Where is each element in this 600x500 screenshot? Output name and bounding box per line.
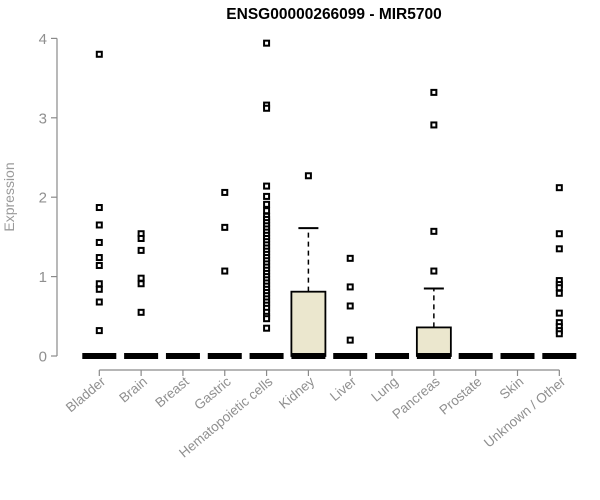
outlier-point-unknown-other [555,289,563,297]
x-axis-label-bladder: Bladder [63,373,109,415]
outlier-point-kidney [304,172,312,180]
outlier-point-hematopoietic-cells [263,192,271,200]
outlier-point-pancreas [430,88,438,96]
median-bar-liver [333,353,368,359]
y-tick-label-0: 0 [39,349,47,366]
outlier-point-bladder [95,221,103,229]
median-bar-hematopoietic-cells [249,353,284,359]
outlier-point-unknown-other [555,184,563,192]
outlier-point-pancreas [430,121,438,129]
outlier-point-hematopoietic-cells [263,182,271,190]
outlier-point-unknown-other [555,245,563,253]
outlier-point-bladder [95,204,103,212]
outlier-point-brain [137,246,145,254]
y-tick-label-1: 1 [39,269,47,286]
outlier-point-brain [137,308,145,316]
outlier-point-pancreas [430,227,438,235]
median-bar-pancreas [416,353,451,359]
outlier-point-hematopoietic-cells [263,207,271,215]
outlier-point-brain [137,234,145,242]
outlier-point-liver [346,336,354,344]
outlier-point-liver [346,302,354,310]
y-tick-label-2: 2 [39,190,47,207]
median-bar-breast [165,353,200,359]
median-bar-unknown-other [542,353,577,359]
median-bar-prostate [458,353,493,359]
outlier-point-hematopoietic-cells [263,104,271,112]
outlier-point-bladder [95,50,103,58]
box-kidney [290,290,327,357]
outlier-point-bladder [95,254,103,262]
outlier-point-unknown-other [555,330,563,338]
median-bar-lung [375,353,410,359]
outlier-point-brain [137,274,145,282]
median-bar-brain [124,353,159,359]
median-bar-kidney [291,353,326,359]
outlier-point-gastric [221,267,229,275]
chart-title: ENSG00000266099 - MIR5700 [226,6,442,23]
outlier-point-liver [346,283,354,291]
x-axis-label-breast: Breast [152,374,192,411]
outlier-point-liver [346,254,354,262]
x-axis-label-pancreas: Pancreas [389,374,443,422]
outlier-point-gastric [221,188,229,196]
outlier-point-bladder [95,261,103,269]
x-axis-label-lung: Lung [368,374,401,405]
outlier-point-hematopoietic-cells [263,315,271,323]
outlier-point-bladder [95,238,103,246]
outlier-point-brain [137,280,145,288]
x-axis-label-kidney: Kidney [276,374,317,412]
y-tick-label-3: 3 [39,110,47,127]
outlier-point-bladder [95,298,103,306]
outlier-point-bladder [95,285,103,293]
x-axis-label-skin: Skin [497,374,527,402]
y-axis-label: Expression [1,162,17,232]
median-bar-gastric [207,353,242,359]
outlier-point-hematopoietic-cells [263,200,271,208]
outlier-point-bladder [95,327,103,335]
box-pancreas [415,326,452,357]
y-tick-label-4: 4 [39,31,47,48]
x-axis-label-liver: Liver [327,373,359,404]
outlier-point-unknown-other [555,284,563,292]
median-bar-skin [500,353,535,359]
outlier-point-gastric [221,223,229,231]
outlier-point-unknown-other [555,230,563,238]
x-axis-label-prostate: Prostate [436,374,484,418]
outlier-point-hematopoietic-cells [263,324,271,332]
outlier-point-pancreas [430,267,438,275]
outlier-point-bladder [95,280,103,288]
x-axis-label-brain: Brain [116,374,150,406]
outlier-point-hematopoietic-cells [263,39,271,47]
median-bar-bladder [82,353,117,359]
outlier-point-unknown-other [555,309,563,317]
